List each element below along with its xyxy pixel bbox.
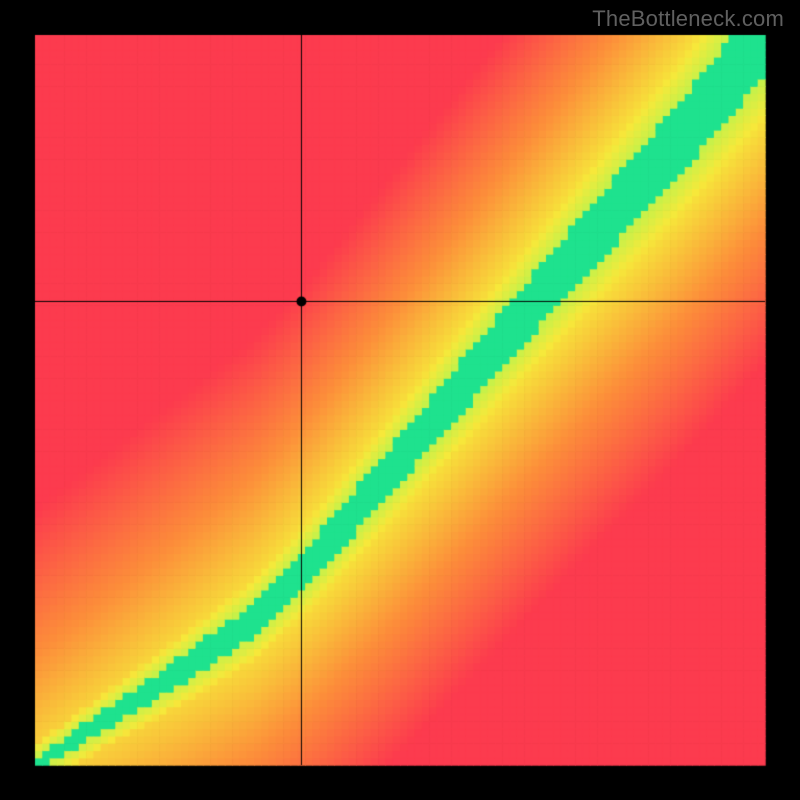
bottleneck-heatmap xyxy=(0,0,800,800)
watermark-text: TheBottleneck.com xyxy=(592,6,784,32)
chart-container: TheBottleneck.com xyxy=(0,0,800,800)
